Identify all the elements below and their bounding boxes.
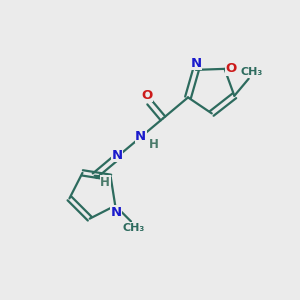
Text: N: N <box>110 206 122 219</box>
Text: CH₃: CH₃ <box>241 67 263 77</box>
Text: H: H <box>149 139 158 152</box>
Text: O: O <box>226 62 237 75</box>
Text: O: O <box>141 88 152 102</box>
Text: H: H <box>100 176 110 189</box>
Text: N: N <box>111 148 122 162</box>
Text: N: N <box>191 57 202 70</box>
Text: CH₃: CH₃ <box>123 223 145 233</box>
Text: N: N <box>135 130 146 142</box>
